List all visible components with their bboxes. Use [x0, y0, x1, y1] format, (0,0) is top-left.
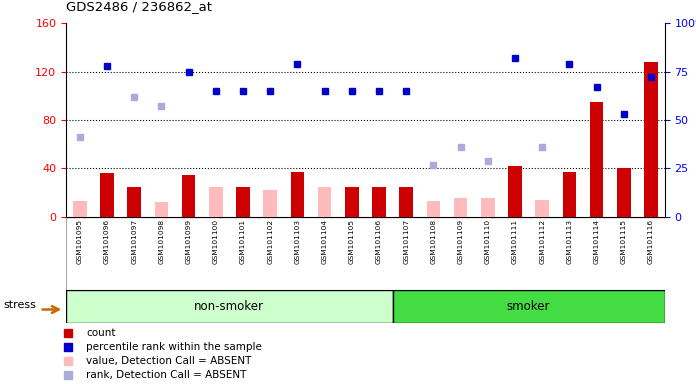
- Text: GSM101111: GSM101111: [512, 219, 518, 264]
- Text: GSM101103: GSM101103: [294, 219, 301, 264]
- Text: GSM101110: GSM101110: [485, 219, 491, 264]
- Bar: [508, 166, 522, 217]
- Text: GSM101097: GSM101097: [131, 219, 137, 264]
- Text: GSM101096: GSM101096: [104, 219, 110, 264]
- Text: count: count: [86, 328, 116, 338]
- Text: value, Detection Call = ABSENT: value, Detection Call = ABSENT: [86, 356, 251, 366]
- Text: GSM101116: GSM101116: [648, 219, 654, 264]
- Text: stress: stress: [3, 300, 36, 310]
- Text: GSM101112: GSM101112: [539, 219, 545, 264]
- Text: GSM101115: GSM101115: [621, 219, 627, 264]
- Text: rank, Detection Call = ABSENT: rank, Detection Call = ABSENT: [86, 370, 246, 380]
- Bar: [291, 172, 304, 217]
- Text: GSM101106: GSM101106: [376, 219, 382, 264]
- Bar: [73, 201, 86, 217]
- Text: GSM101105: GSM101105: [349, 219, 355, 264]
- Bar: [393, 290, 665, 323]
- Text: smoker: smoker: [507, 300, 551, 313]
- Bar: [644, 62, 658, 217]
- Bar: [400, 187, 413, 217]
- Text: GSM101099: GSM101099: [186, 219, 191, 264]
- Bar: [66, 290, 393, 323]
- Text: GSM101107: GSM101107: [403, 219, 409, 264]
- Text: GSM101113: GSM101113: [567, 219, 572, 264]
- Text: GSM101102: GSM101102: [267, 219, 273, 264]
- Bar: [617, 169, 631, 217]
- Text: percentile rank within the sample: percentile rank within the sample: [86, 342, 262, 352]
- Text: GSM101114: GSM101114: [594, 219, 600, 264]
- Bar: [535, 200, 549, 217]
- Bar: [182, 175, 196, 217]
- Bar: [155, 202, 168, 217]
- Bar: [590, 102, 603, 217]
- Text: non-smoker: non-smoker: [194, 300, 264, 313]
- Bar: [318, 187, 331, 217]
- Text: GSM101100: GSM101100: [213, 219, 219, 264]
- Bar: [209, 187, 223, 217]
- Text: GSM101101: GSM101101: [240, 219, 246, 264]
- Text: GDS2486 / 236862_at: GDS2486 / 236862_at: [66, 0, 212, 13]
- Bar: [100, 173, 113, 217]
- Bar: [236, 187, 250, 217]
- Text: GSM101095: GSM101095: [77, 219, 83, 264]
- Bar: [263, 190, 277, 217]
- Bar: [454, 198, 468, 217]
- Text: GSM101108: GSM101108: [430, 219, 436, 264]
- Bar: [562, 172, 576, 217]
- Text: GSM101098: GSM101098: [159, 219, 164, 264]
- Bar: [481, 198, 495, 217]
- Text: GSM101109: GSM101109: [458, 219, 464, 264]
- Bar: [427, 201, 441, 217]
- Bar: [345, 187, 358, 217]
- Text: GSM101104: GSM101104: [322, 219, 328, 264]
- Bar: [127, 187, 141, 217]
- Bar: [372, 187, 386, 217]
